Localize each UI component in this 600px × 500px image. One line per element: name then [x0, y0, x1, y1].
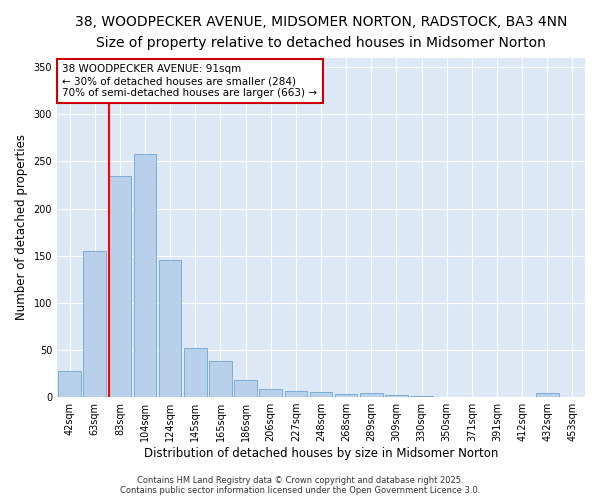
Text: 38 WOODPECKER AVENUE: 91sqm
← 30% of detached houses are smaller (284)
70% of se: 38 WOODPECKER AVENUE: 91sqm ← 30% of det…	[62, 64, 317, 98]
Bar	[134, 154, 157, 397]
Bar	[234, 380, 257, 397]
Title: 38, WOODPECKER AVENUE, MIDSOMER NORTON, RADSTOCK, BA3 4NN
Size of property relat: 38, WOODPECKER AVENUE, MIDSOMER NORTON, …	[75, 15, 567, 50]
Bar	[410, 396, 433, 397]
Bar	[209, 362, 232, 397]
Bar	[83, 251, 106, 397]
Bar	[310, 392, 332, 397]
Bar	[184, 348, 206, 397]
Bar	[159, 260, 181, 397]
Bar	[335, 394, 358, 397]
Y-axis label: Number of detached properties: Number of detached properties	[15, 134, 28, 320]
Bar	[109, 176, 131, 397]
Bar	[58, 370, 81, 397]
Bar	[360, 394, 383, 397]
Text: Contains HM Land Registry data © Crown copyright and database right 2025.
Contai: Contains HM Land Registry data © Crown c…	[120, 476, 480, 495]
Bar	[536, 394, 559, 397]
Bar	[385, 395, 408, 397]
Bar	[284, 392, 307, 397]
X-axis label: Distribution of detached houses by size in Midsomer Norton: Distribution of detached houses by size …	[144, 447, 498, 460]
Bar	[259, 388, 282, 397]
